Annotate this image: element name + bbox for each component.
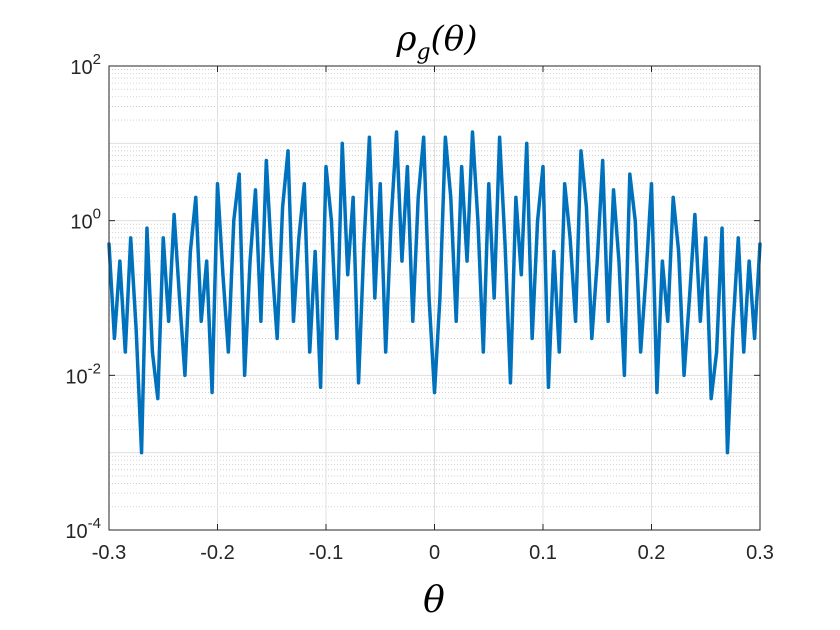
- series-line: [107, 130, 762, 455]
- title-subscript: g: [416, 40, 430, 65]
- y-tick-label: 100: [70, 206, 101, 234]
- chart-title: ρg(θ): [395, 19, 477, 65]
- x-tick-label: 0: [429, 542, 440, 564]
- y-tick-label: 10-4: [65, 515, 101, 543]
- x-tick-label: -0.2: [200, 542, 234, 564]
- title-rho: ρ: [395, 19, 416, 59]
- series-layer: [107, 130, 762, 455]
- x-tick-label: -0.1: [309, 542, 343, 564]
- y-tick-label: 10-2: [65, 360, 101, 388]
- y-tick-label: 102: [70, 51, 101, 79]
- x-tick-label: 0.1: [529, 542, 557, 564]
- x-tick-label: 0.3: [746, 542, 774, 564]
- x-axis-ticks: -0.3 -0.2 -0.1 0 0.1 0.2 0.3: [92, 66, 774, 564]
- y-axis-ticks: 10-4 10-2 100 102: [65, 51, 760, 543]
- x-tick-label: 0.2: [638, 542, 666, 564]
- title-argument: (θ): [431, 19, 478, 59]
- x-tick-label: -0.3: [92, 542, 126, 564]
- x-axis-label: θ: [423, 580, 445, 621]
